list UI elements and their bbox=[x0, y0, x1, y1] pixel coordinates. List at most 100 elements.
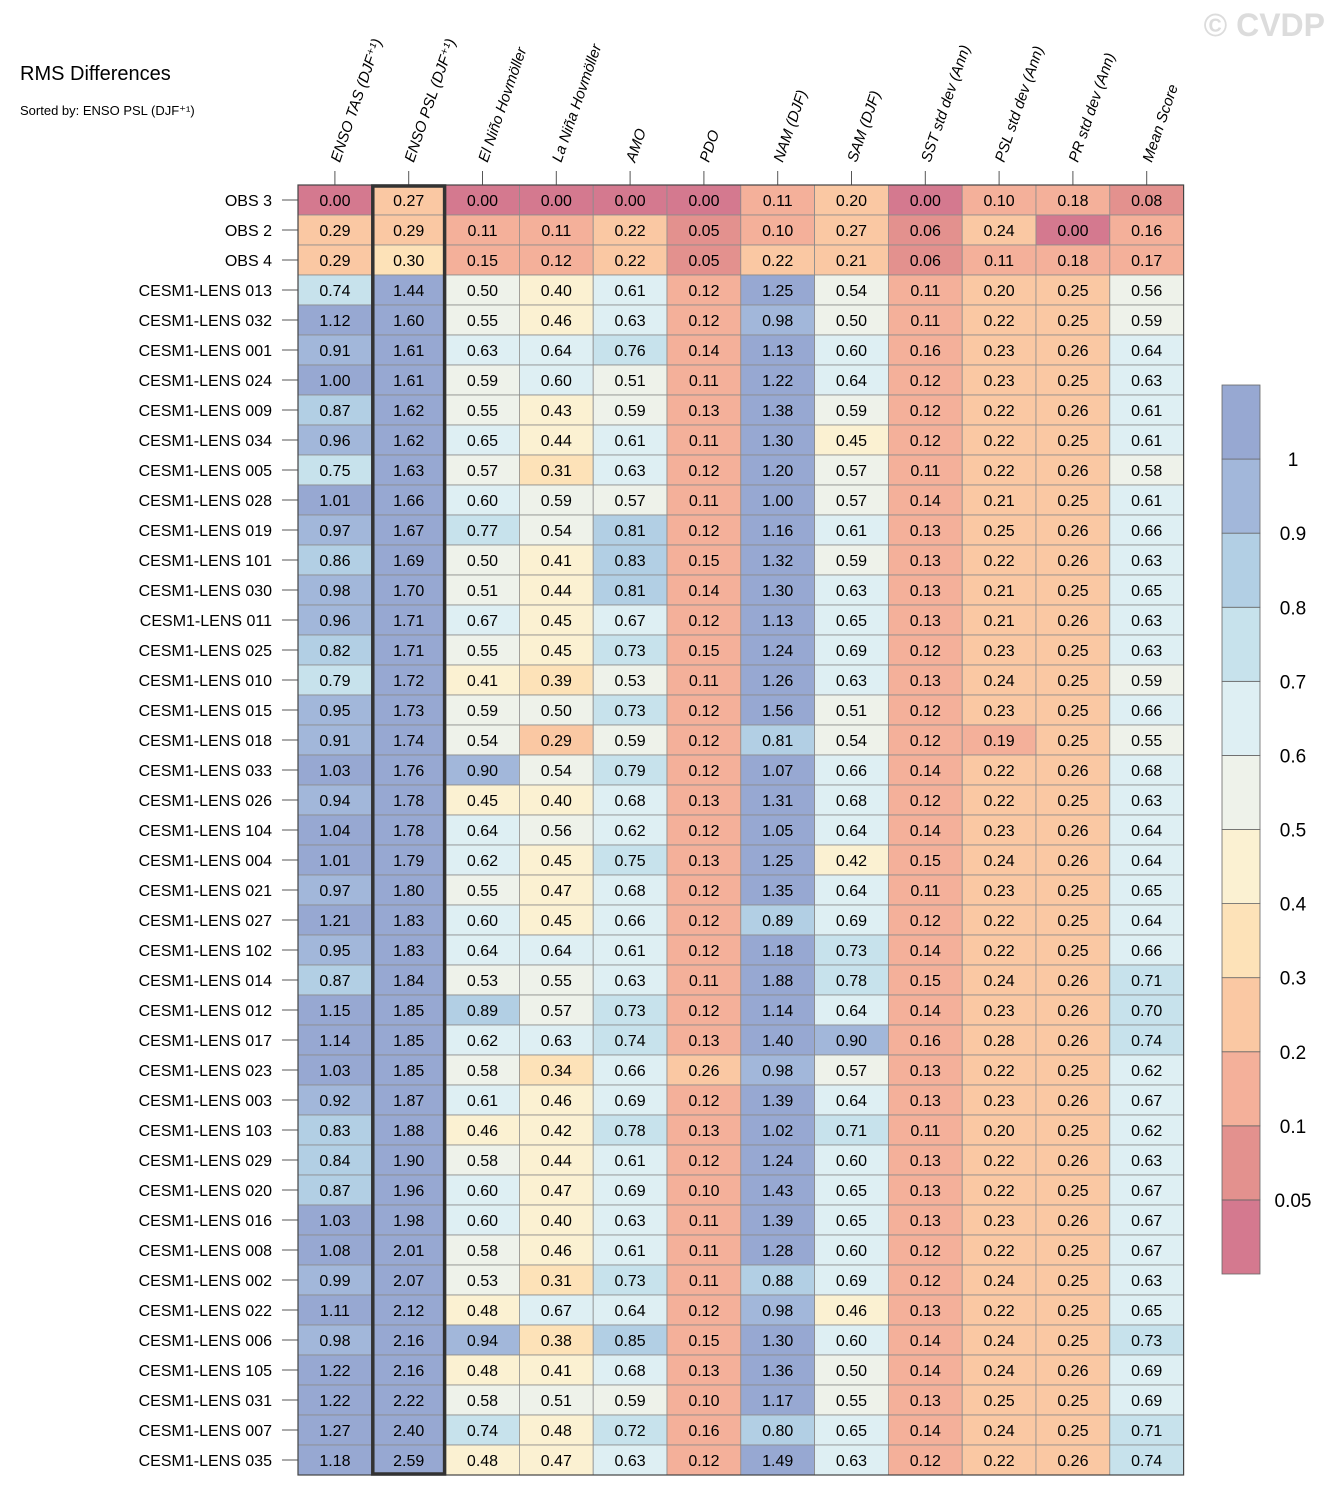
row-label-39: CESM1-LENS 105 bbox=[139, 1363, 272, 1380]
cell-value-23-3: 0.47 bbox=[541, 883, 572, 900]
cell-39-7 bbox=[814, 1354, 889, 1386]
cell-value-31-4: 0.78 bbox=[615, 1123, 646, 1140]
cell-value-13-8: 0.13 bbox=[910, 583, 941, 600]
cell-12-2 bbox=[445, 544, 520, 576]
cell-value-24-3: 0.45 bbox=[541, 913, 572, 930]
cell-value-33-3: 0.47 bbox=[541, 1183, 572, 1200]
cell-15-6 bbox=[740, 634, 815, 666]
cell-value-37-10: 0.25 bbox=[1057, 1303, 1088, 1320]
cell-value-5-0: 0.91 bbox=[319, 343, 350, 360]
cell-22-0 bbox=[297, 844, 373, 876]
cell-34-8 bbox=[888, 1204, 963, 1236]
cell-value-41-10: 0.25 bbox=[1057, 1423, 1088, 1440]
cell-value-11-9: 0.25 bbox=[984, 523, 1015, 540]
heatmap-cells: 0.00 0.27 0.00 0.00 0.00 0.00 0.11 0.20 0.00 0.10… bbox=[297, 184, 1185, 1476]
cell-value-13-0: 0.98 bbox=[319, 583, 350, 600]
cell-7-11 bbox=[1109, 394, 1185, 426]
cell-value-37-0: 1.11 bbox=[320, 1303, 350, 1320]
cell-7-4 bbox=[592, 394, 668, 426]
cell-35-7 bbox=[814, 1234, 889, 1266]
cell-25-4 bbox=[592, 934, 668, 966]
cell-value-7-6: 1.38 bbox=[762, 403, 793, 420]
cell-value-15-11: 0.63 bbox=[1131, 643, 1162, 660]
cell-value-18-1: 1.74 bbox=[393, 733, 424, 750]
cell-value-13-3: 0.44 bbox=[541, 583, 572, 600]
cell-18-1 bbox=[371, 724, 446, 756]
cell-value-30-1: 1.87 bbox=[393, 1093, 424, 1110]
cell-36-1 bbox=[371, 1264, 446, 1296]
cell-value-33-4: 0.69 bbox=[615, 1183, 646, 1200]
row-label-16: CESM1-LENS 010 bbox=[139, 673, 272, 690]
cell-26-4 bbox=[592, 964, 668, 996]
cell-value-26-11: 0.71 bbox=[1131, 973, 1162, 990]
cell-value-32-6: 1.24 bbox=[762, 1153, 793, 1170]
cell-28-0 bbox=[297, 1024, 373, 1056]
cell-value-9-2: 0.57 bbox=[467, 463, 498, 480]
highlight-box bbox=[371, 184, 447, 1476]
cell-value-40-10: 0.25 bbox=[1057, 1393, 1088, 1410]
cell-value-22-9: 0.24 bbox=[984, 853, 1015, 870]
cell-value-4-1: 1.60 bbox=[393, 313, 424, 330]
cell-value-23-1: 1.80 bbox=[393, 883, 424, 900]
cell-value-13-7: 0.63 bbox=[836, 583, 867, 600]
cell-2-6 bbox=[740, 244, 815, 276]
cell-value-19-10: 0.26 bbox=[1057, 763, 1088, 780]
cell-value-34-11: 0.67 bbox=[1131, 1213, 1162, 1230]
cell-value-9-7: 0.57 bbox=[836, 463, 867, 480]
cell-value-6-5: 0.11 bbox=[689, 373, 719, 390]
cell-value-29-9: 0.22 bbox=[984, 1063, 1015, 1080]
cell-value-32-9: 0.22 bbox=[984, 1153, 1015, 1170]
cell-29-4 bbox=[592, 1054, 668, 1086]
cell-value-9-9: 0.22 bbox=[984, 463, 1015, 480]
cell-value-23-8: 0.11 bbox=[910, 883, 940, 900]
cell-value-15-3: 0.45 bbox=[541, 643, 572, 660]
cell-26-1 bbox=[371, 964, 446, 996]
cell-value-24-1: 1.83 bbox=[393, 913, 424, 930]
cell-0-2 bbox=[445, 184, 520, 216]
cell-value-10-5: 0.11 bbox=[689, 493, 719, 510]
cell-value-4-4: 0.63 bbox=[615, 313, 646, 330]
cell-24-3 bbox=[519, 904, 594, 936]
row-label-19: CESM1-LENS 033 bbox=[139, 763, 272, 780]
cell-36-2 bbox=[445, 1264, 520, 1296]
cell-value-28-4: 0.74 bbox=[615, 1033, 646, 1050]
cell-value-0-7: 0.20 bbox=[836, 193, 867, 210]
cell-value-31-3: 0.42 bbox=[541, 1123, 572, 1140]
cell-value-6-7: 0.64 bbox=[836, 373, 867, 390]
cell-13-5 bbox=[666, 574, 742, 606]
cell-27-1 bbox=[371, 994, 446, 1026]
cell-12-11 bbox=[1109, 544, 1185, 576]
cell-value-12-8: 0.13 bbox=[910, 553, 941, 570]
cell-value-21-10: 0.26 bbox=[1057, 823, 1088, 840]
cell-22-6 bbox=[740, 844, 815, 876]
colorbar-label-8: 0.8 bbox=[1280, 598, 1306, 619]
cell-21-10 bbox=[1035, 814, 1111, 846]
cell-38-0 bbox=[297, 1324, 373, 1356]
cell-value-18-10: 0.25 bbox=[1057, 733, 1088, 750]
cell-12-3 bbox=[519, 544, 594, 576]
cell-value-8-2: 0.65 bbox=[467, 433, 498, 450]
cell-value-8-11: 0.61 bbox=[1131, 433, 1162, 450]
row-labels: OBS 3 OBS 2 OBS 4 CESM1-LENS 013 CESM1-LENS … bbox=[139, 193, 298, 1470]
cell-value-40-8: 0.13 bbox=[910, 1393, 941, 1410]
cell-value-40-9: 0.25 bbox=[984, 1393, 1015, 1410]
cell-value-5-1: 1.61 bbox=[393, 343, 424, 360]
cell-value-35-6: 1.28 bbox=[762, 1243, 793, 1260]
cell-value-41-8: 0.14 bbox=[910, 1423, 941, 1440]
cell-value-33-7: 0.65 bbox=[836, 1183, 867, 1200]
cell-34-9 bbox=[961, 1204, 1037, 1236]
cell-value-35-4: 0.61 bbox=[615, 1243, 646, 1260]
cell-value-17-10: 0.25 bbox=[1057, 703, 1088, 720]
cell-1-0 bbox=[297, 214, 373, 246]
cell-value-35-7: 0.60 bbox=[836, 1243, 867, 1260]
cell-30-10 bbox=[1035, 1084, 1111, 1116]
cell-value-40-3: 0.51 bbox=[541, 1393, 572, 1410]
cell-value-0-11: 0.08 bbox=[1131, 193, 1162, 210]
cell-value-37-4: 0.64 bbox=[615, 1303, 646, 1320]
cell-19-7 bbox=[814, 754, 889, 786]
cell-31-10 bbox=[1035, 1114, 1111, 1146]
cell-14-2 bbox=[445, 604, 520, 636]
cell-value-26-3: 0.55 bbox=[541, 973, 572, 990]
cell-value-2-2: 0.15 bbox=[467, 253, 498, 270]
cell-3-9 bbox=[961, 274, 1037, 306]
